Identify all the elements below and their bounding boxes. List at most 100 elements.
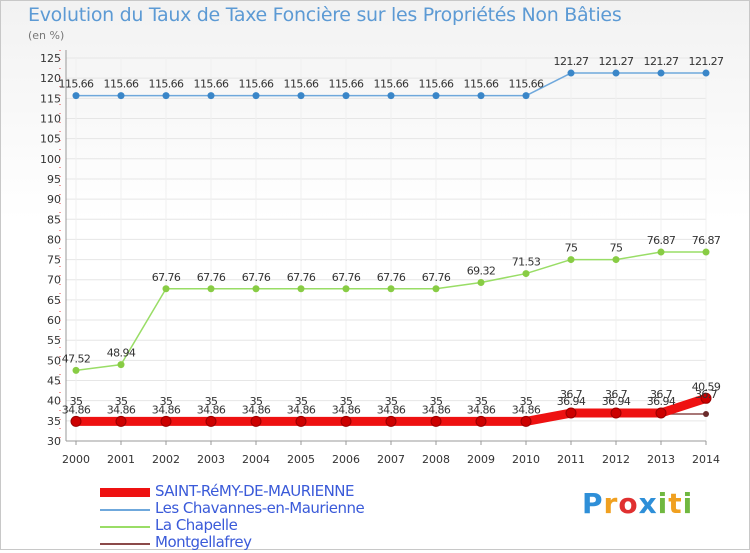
data-point [612,256,620,264]
data-label: 35 [520,395,533,408]
data-point [385,415,397,427]
logo-letter: P [582,487,604,520]
data-point [252,285,260,293]
y-tick-label: 115 [40,92,61,105]
data-label: 34.86 [242,403,271,416]
data-label: 67.76 [287,271,316,284]
data-point [342,92,350,100]
data-label: 34.86 [197,403,226,416]
data-point [567,256,575,264]
data-label: 34.86 [467,403,496,416]
y-tick-label: 100 [40,153,61,166]
data-label: 69.32 [467,264,496,277]
y-tick-label: 50 [47,354,61,367]
y-tick-label: 110 [40,112,61,125]
data-label: 35 [385,395,398,408]
data-point [297,285,305,293]
data-point [117,361,125,369]
data-point [295,415,307,427]
axes: 30 35 40 45 50 55 60 65 70 75 80 85 90 95 100 105 110 115… [40,50,720,466]
y-tick-label: 55 [47,334,61,347]
legend-label: SAINT-RéMY-DE-MAURIENNE [155,482,354,500]
data-label: 36.94 [602,395,631,408]
legend-swatch [100,488,150,497]
x-tick-label: 2002 [152,453,180,466]
data-label: 34.86 [152,403,181,416]
data-point [297,92,305,100]
data-point [205,415,217,427]
data-label: 115.66 [329,78,364,91]
data-point [430,415,442,427]
data-label: 40.59 [692,380,721,393]
logo-letter: o [618,487,639,520]
data-point [610,407,622,419]
data-label: 115.66 [374,78,409,91]
data-label: 115.66 [509,78,544,91]
x-tick-label: 2006 [332,453,360,466]
series-lines [70,69,712,427]
data-label: 115.66 [419,78,454,91]
data-point [702,69,710,77]
data-label: 115.66 [464,78,499,91]
logo-letter: i [682,487,694,520]
y-tick-label: 40 [47,395,61,408]
x-tick-label: 2009 [467,453,495,466]
data-point [162,285,170,293]
data-label: 34.86 [62,403,91,416]
data-label: 121.27 [599,55,634,68]
logo-letter: x [638,487,658,520]
data-point [702,248,710,256]
data-label: 67.76 [377,271,406,284]
data-point [657,69,665,77]
x-tick-label: 2000 [62,453,90,466]
data-point [565,407,577,419]
data-point [657,248,665,256]
data-point [250,415,262,427]
data-point [340,415,352,427]
data-point [700,392,712,404]
data-label: 35 [250,395,263,408]
data-label: 115.66 [194,78,229,91]
data-label: 115.66 [239,78,274,91]
data-label: 75 [565,242,578,255]
data-point [612,69,620,77]
data-label: 36.94 [557,395,586,408]
data-label: 67.76 [242,271,271,284]
data-label: 35 [70,395,83,408]
data-point [70,415,82,427]
data-point [252,92,260,100]
data-label: 67.76 [152,271,181,284]
data-point [655,407,667,419]
x-tick-label: 2010 [512,453,540,466]
data-point [207,285,215,293]
data-label: 75 [610,242,623,255]
x-tick-label: 2008 [422,453,450,466]
y-unit-label: (en %) [28,29,65,42]
data-label: 67.76 [197,271,226,284]
logo-letter: r [603,487,619,520]
data-point [703,410,709,417]
y-tick-label: 80 [47,233,61,246]
data-point [207,92,215,100]
y-tick-label: 120 [40,72,61,85]
data-point [162,92,170,100]
data-label: 35 [430,395,443,408]
data-label: 34.86 [377,403,406,416]
y-tick-label: 125 [40,52,61,65]
legend-swatch [100,526,150,528]
data-point [160,415,172,427]
y-tick-label: 60 [47,314,61,327]
x-tick-label: 2003 [197,453,225,466]
legend-swatch [100,543,150,545]
data-point [387,92,395,100]
data-label: 115.66 [59,78,94,91]
data-label: 47.52 [62,352,91,365]
x-tick-label: 2012 [602,453,630,466]
x-tick-label: 2007 [377,453,405,466]
y-tick-label: 95 [47,173,61,186]
data-point [117,92,125,100]
data-label: 34.86 [287,403,316,416]
x-tick-label: 2013 [647,453,675,466]
